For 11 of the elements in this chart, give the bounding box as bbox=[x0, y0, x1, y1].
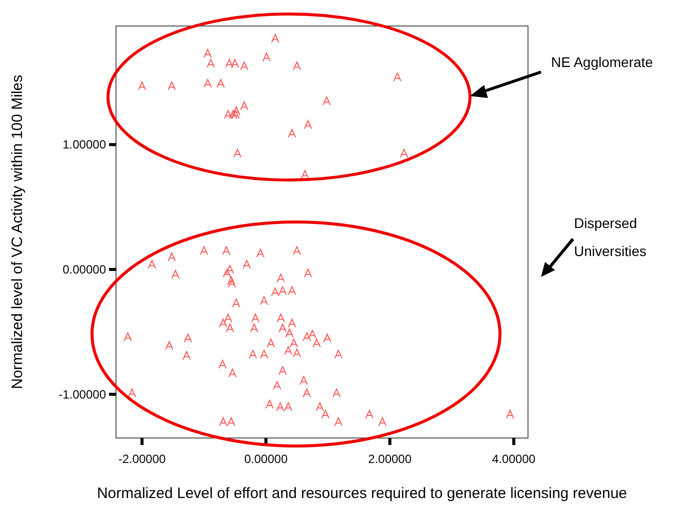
text: NE Agglomerate bbox=[551, 54, 654, 70]
x-tick-label: 2.00000 bbox=[368, 452, 412, 466]
y-tick-label: 0.00000 bbox=[62, 262, 106, 276]
y-tick-label: 1.00000 bbox=[62, 138, 106, 152]
y-tick-label: -1.00000 bbox=[58, 387, 106, 402]
x-tick-label: 4.00000 bbox=[492, 452, 536, 466]
y-axis-title: Normalized level of VC Activity within 100 Miles bbox=[9, 74, 26, 390]
text: Dispersed Universities bbox=[574, 215, 646, 259]
x-tick-label: -2.00000 bbox=[118, 452, 166, 466]
x-axis-title: Normalized Level of effort and resources required to generate licensing revenue bbox=[96, 485, 628, 502]
x-tick-label: 0.00000 bbox=[244, 452, 288, 466]
